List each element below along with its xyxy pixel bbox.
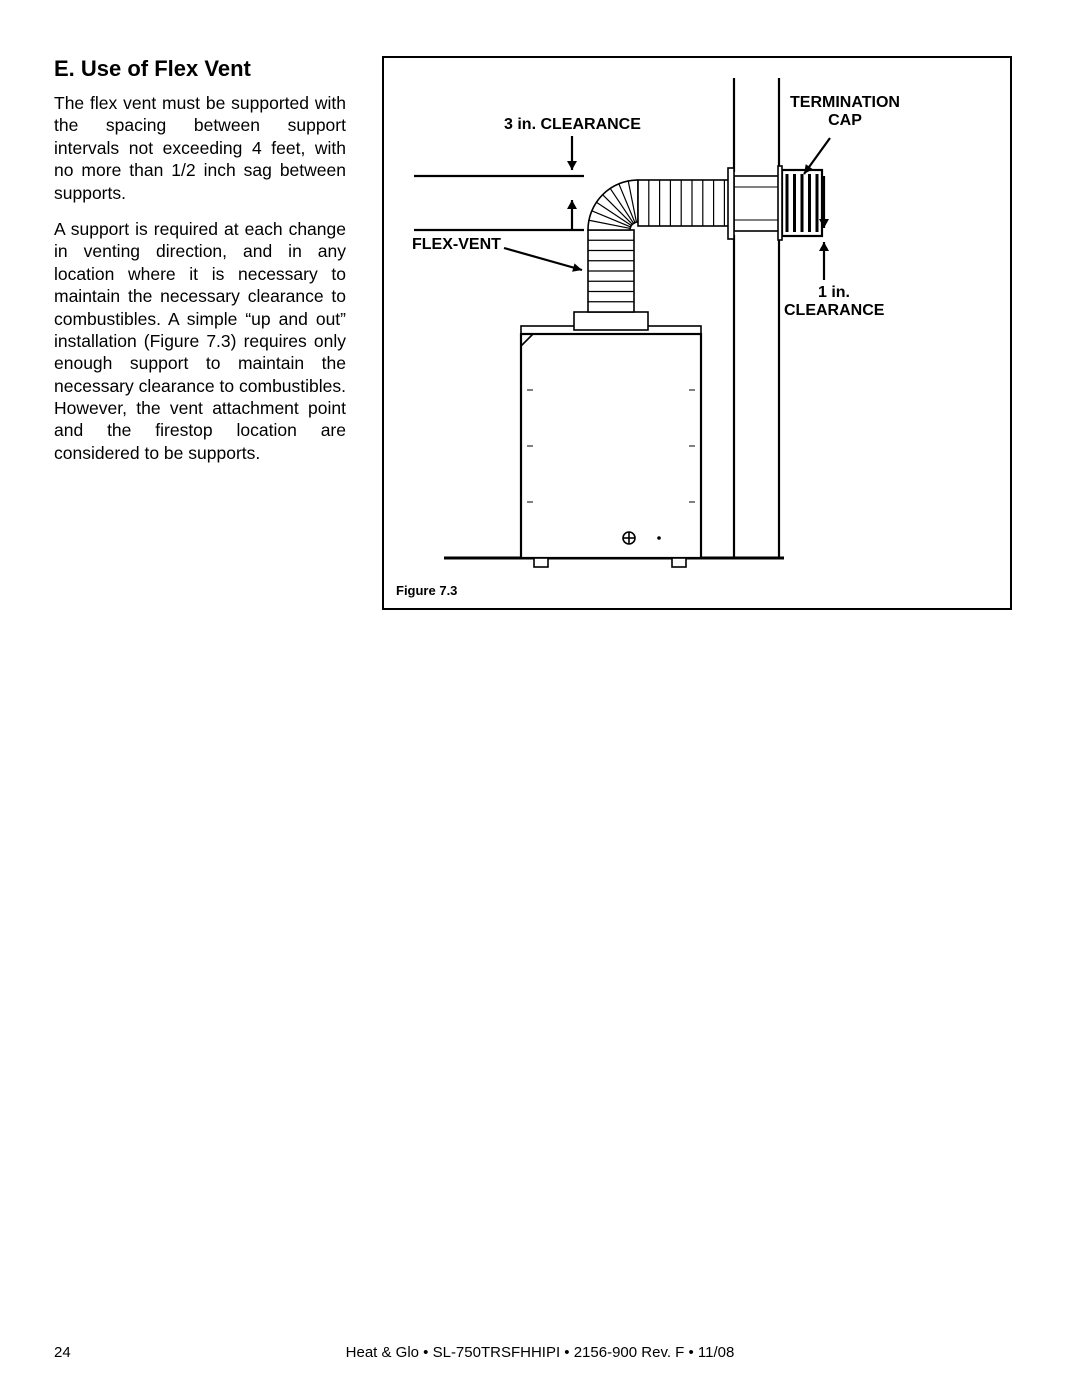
content-row: E. Use of Flex Vent The flex vent must b… [54, 56, 1026, 610]
paragraph-2: A support is required at each change in … [54, 218, 346, 464]
label-1in-line2: CLEARANCE [784, 302, 884, 319]
label-1in-clearance: 1 in. CLEARANCE [784, 284, 884, 321]
label-flex-vent: FLEX-VENT [412, 236, 501, 254]
label-1in-line1: 1 in. [818, 284, 850, 301]
figure-frame: 3 in. CLEARANCE TERMINATION CAP FLEX-VEN… [382, 56, 1012, 610]
label-termination-line2: CAP [828, 112, 862, 129]
label-termination-line1: TERMINATION [790, 94, 900, 111]
figure-column: 3 in. CLEARANCE TERMINATION CAP FLEX-VEN… [364, 56, 1026, 610]
text-column: E. Use of Flex Vent The flex vent must b… [54, 56, 364, 610]
label-termination-cap: TERMINATION CAP [780, 94, 910, 131]
page: E. Use of Flex Vent The flex vent must b… [0, 0, 1080, 1397]
label-3in-clearance: 3 in. CLEARANCE [504, 116, 641, 134]
figure-caption: Figure 7.3 [396, 583, 457, 598]
footer-text: Heat & Glo • SL-750TRSFHHIPI • 2156-900 … [0, 1344, 1080, 1361]
section-heading: E. Use of Flex Vent [54, 56, 346, 82]
vent-diagram [384, 58, 1014, 612]
paragraph-1: The flex vent must be supported with the… [54, 92, 346, 204]
